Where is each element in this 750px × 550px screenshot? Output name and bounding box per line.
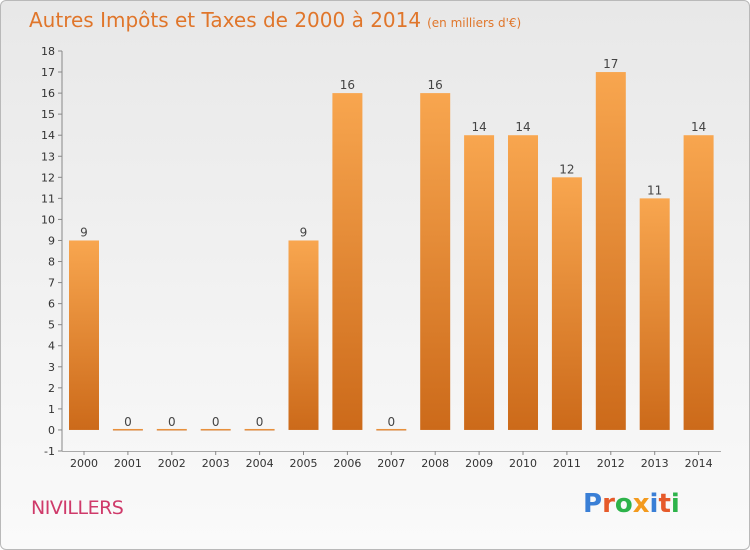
commune-name: NIVILLERS — [31, 497, 124, 519]
bar — [508, 135, 538, 430]
y-tick-label: 4 — [48, 340, 55, 353]
y-tick-label: 7 — [48, 277, 55, 290]
x-tick-label: 2001 — [114, 457, 142, 470]
bar — [112, 428, 143, 431]
bar — [464, 135, 495, 430]
x-tick-label: 2005 — [290, 457, 318, 470]
logo-letter: x — [632, 489, 650, 519]
title-text: Autres Impôts et Taxes de 2000 à 2014 — [29, 8, 422, 32]
bar — [683, 135, 714, 430]
y-tick-label: 16 — [41, 87, 55, 100]
y-tick-label: 6 — [48, 298, 55, 311]
bar-value-label: 11 — [647, 183, 662, 197]
x-tick-label: 2000 — [70, 457, 98, 470]
bar-value-label: 0 — [124, 415, 132, 429]
x-tick-label: 2009 — [465, 457, 493, 470]
bar — [69, 240, 99, 430]
bar — [288, 240, 319, 430]
x-tick-label: 2006 — [333, 457, 361, 470]
bar — [200, 428, 231, 431]
x-tick-label: 2012 — [597, 457, 625, 470]
y-tick-label: 3 — [48, 361, 55, 374]
bar-value-label: 0 — [387, 415, 395, 429]
y-tick-label: 13 — [41, 150, 55, 163]
bar-value-label: 9 — [80, 225, 88, 239]
bar — [156, 428, 187, 431]
y-tick-label: 14 — [41, 129, 55, 142]
y-tick-label: 0 — [48, 424, 55, 437]
x-tick-label: 2003 — [202, 457, 230, 470]
y-tick-label: 17 — [41, 66, 55, 79]
bar — [244, 428, 275, 431]
x-tick-label: 2013 — [641, 457, 669, 470]
x-tick-label: 2010 — [509, 457, 537, 470]
y-tick-label: 8 — [48, 256, 55, 269]
y-tick-label: 5 — [48, 319, 55, 332]
x-tick-label: 2008 — [421, 457, 449, 470]
bar-value-label: 0 — [212, 415, 220, 429]
logo-letter: i — [649, 489, 659, 519]
bar-value-label: 0 — [256, 415, 264, 429]
y-tick-label: 1 — [48, 403, 55, 416]
bar-value-label: 16 — [428, 78, 443, 92]
x-tick-label: 2007 — [377, 457, 405, 470]
bar-value-label: 12 — [559, 162, 574, 176]
bar-value-label: 17 — [603, 57, 618, 71]
y-tick-label: 15 — [41, 108, 55, 121]
logo-letter: t — [658, 489, 671, 519]
title-unit: (en milliers d'€) — [427, 16, 522, 30]
logo-letter: i — [670, 489, 680, 519]
y-tick-label: 11 — [41, 192, 55, 205]
logo-letter: r — [602, 489, 615, 519]
y-tick-label: 9 — [48, 234, 55, 247]
bar — [420, 93, 451, 430]
bar-value-label: 14 — [515, 120, 530, 134]
proxiti-logo[interactable]: Proxiti — [583, 489, 680, 519]
bar-value-label: 9 — [300, 225, 308, 239]
bar-value-label: 0 — [168, 415, 176, 429]
bar — [376, 428, 407, 431]
bar — [639, 198, 670, 430]
x-tick-label: 2014 — [685, 457, 713, 470]
bar-value-label: 14 — [691, 120, 706, 134]
y-tick-label: 12 — [41, 171, 55, 184]
bar-value-label: 16 — [340, 78, 355, 92]
bar — [551, 177, 582, 430]
logo-letter: P — [583, 489, 603, 519]
x-tick-label: 2002 — [158, 457, 186, 470]
bar — [332, 93, 363, 430]
y-tick-label: 18 — [41, 45, 55, 58]
y-tick-label: 2 — [48, 382, 55, 395]
bar-value-label: 14 — [471, 120, 486, 134]
y-tick-label: 10 — [41, 213, 55, 226]
x-tick-label: 2004 — [246, 457, 274, 470]
bar — [595, 72, 626, 430]
chart-title: Autres Impôts et Taxes de 2000 à 2014 (en… — [29, 8, 521, 32]
x-tick-label: 2011 — [553, 457, 581, 470]
y-tick-label: -1 — [44, 445, 55, 458]
logo-letter: o — [614, 489, 633, 519]
